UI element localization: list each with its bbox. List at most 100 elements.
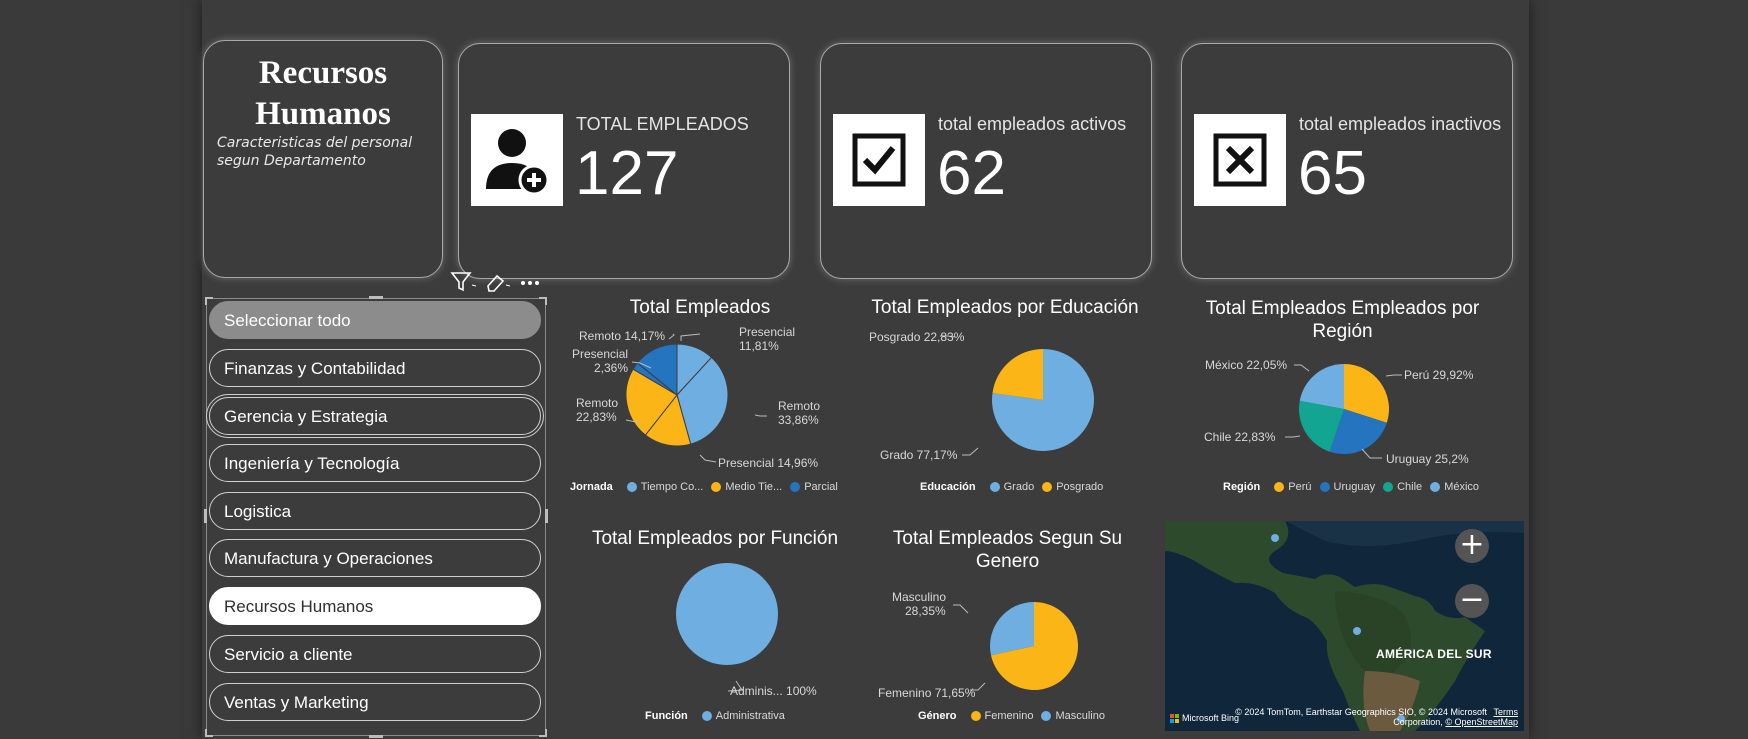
chart-title: Total Empleados por Función <box>591 528 839 549</box>
region-map[interactable]: + − AMÉRICA DEL SUR Microsoft Bing © 202… <box>1165 521 1524 731</box>
pie-slices <box>990 602 1078 690</box>
resize-handle[interactable] <box>205 735 213 737</box>
legend-swatch <box>970 711 981 721</box>
resize-handle[interactable] <box>545 729 547 737</box>
kpi-card-active: total empleados activos 62 <box>820 43 1152 279</box>
pie-slice[interactable] <box>625 368 678 436</box>
kpi-card-total: TOTAL EMPLEADOS 127 <box>458 43 790 279</box>
kpi-value: 65 <box>1298 139 1367 208</box>
slicer-item-logistica[interactable]: Logistica <box>209 492 541 530</box>
data-label: Presencial 14,96% <box>718 456 818 470</box>
pie-slice[interactable] <box>1344 364 1389 423</box>
resize-handle[interactable] <box>369 735 383 738</box>
legend-entry[interactable]: Administrativa <box>715 710 785 722</box>
department-slicer[interactable]: Seleccionar todo Finanzas y Contabilidad… <box>204 296 548 738</box>
map-point[interactable] <box>1397 715 1405 723</box>
zoom-in-button[interactable]: + <box>1455 529 1489 563</box>
legend-entry[interactable]: Medio Tie... <box>725 481 783 493</box>
slicer-item-manufactura[interactable]: Manufactura y Operaciones <box>209 539 541 577</box>
legend-entry[interactable]: Grado <box>1003 481 1035 493</box>
chart-title: Total Empleados por Educación <box>871 297 1139 318</box>
map-credit: © 2024 TomTom, Earthstar Geographics SIO… <box>1218 707 1518 727</box>
pie-chart-region[interactable]: Perú 29,92% Uruguay 25,2% Chile 22,83% M… <box>1190 345 1495 476</box>
pie-slice[interactable] <box>990 602 1078 690</box>
brand-text: Microsoft Bing <box>1182 713 1240 723</box>
slicer-item-finanzas[interactable]: Finanzas y Contabilidad <box>209 349 541 387</box>
credit-text: © 2024 TomTom, Earthstar Geographics SIO… <box>1235 707 1487 717</box>
pie-chart-jornada[interactable]: Presencial 11,81% Remoto 33,86% Presenci… <box>560 318 840 476</box>
chart-title: Total Empleados <box>629 297 771 318</box>
pie-slice[interactable] <box>1329 409 1387 454</box>
pie-slice[interactable] <box>676 356 729 445</box>
pie-slice[interactable] <box>990 602 1034 656</box>
slicer-item-recursos-humanos[interactable]: Recursos Humanos <box>209 587 541 625</box>
legend-swatch <box>1430 482 1441 492</box>
resize-handle[interactable] <box>369 296 383 299</box>
resize-handle[interactable] <box>545 297 547 305</box>
bing-logo: Microsoft Bing <box>1170 713 1239 723</box>
pie-slices <box>1299 364 1389 454</box>
slicer-item-gerencia[interactable]: Gerencia y Estrategia <box>206 394 544 438</box>
pie-chart-educacion[interactable]: Posgrado 22,83% Grado 77,17% <box>860 318 1150 476</box>
data-label: Chile 22,83% <box>1204 430 1276 444</box>
legend-entry[interactable]: Parcial <box>804 481 838 493</box>
legend-entry[interactable]: Posgrado <box>1056 481 1104 493</box>
legend-jornada: Jornada Tiempo Co... Medio Tie... Parcia… <box>570 481 838 493</box>
legend-entry[interactable]: México <box>1444 481 1480 493</box>
legend-swatch <box>1041 711 1052 721</box>
pie-slice[interactable] <box>1299 364 1344 409</box>
data-label: 28,35% <box>905 604 946 618</box>
microsoft-icon <box>1170 713 1179 723</box>
data-label: 33,86% <box>778 413 819 427</box>
credit-text: Corporation, <box>1393 717 1443 727</box>
legend-entry[interactable]: Masculino <box>1055 710 1105 722</box>
more-options-icon[interactable] <box>521 281 539 285</box>
map-point[interactable] <box>1353 627 1361 635</box>
pie-slice[interactable] <box>644 393 692 447</box>
terms-link[interactable]: Terms <box>1493 707 1519 717</box>
page-subtitle: Caracteristicas del personal segun Depar… <box>217 135 413 169</box>
data-label: Presencial <box>739 325 795 339</box>
legend-entry[interactable]: Chile <box>1397 481 1423 493</box>
slicer-item-select-all[interactable]: Seleccionar todo <box>209 301 541 339</box>
resize-handle[interactable] <box>539 735 547 737</box>
pie-chart-funcion[interactable]: Adminis... 100% <box>570 550 860 700</box>
osm-link[interactable]: © OpenStreetMap <box>1445 717 1518 727</box>
map-point[interactable] <box>1271 534 1279 542</box>
legend-swatch <box>1383 482 1394 492</box>
resize-handle[interactable] <box>204 509 207 523</box>
resize-handle[interactable] <box>205 297 213 299</box>
pie-slice[interactable] <box>992 349 1043 400</box>
data-label: Masculino <box>892 590 946 604</box>
legend-genero: Género Femenino Masculino <box>918 710 1105 722</box>
kpi-card-inactive: total empleados inactivos 65 <box>1181 43 1513 279</box>
resize-handle[interactable] <box>205 297 207 305</box>
slicer-item-ingenieria[interactable]: Ingeniería y Tecnología <box>209 444 541 482</box>
legend-entry[interactable]: Tiempo Co... <box>640 481 704 493</box>
title-line-1: Recursos <box>258 55 388 91</box>
legend-title: Jornada <box>570 481 613 493</box>
pie-slice[interactable] <box>676 563 778 665</box>
data-label: 2,36% <box>594 361 628 375</box>
data-label: Perú 29,92% <box>1404 368 1474 382</box>
legend-entry[interactable]: Perú <box>1288 481 1312 493</box>
page-title: Recursos Humanos <box>204 53 442 135</box>
eraser-icon[interactable] <box>487 274 511 292</box>
kpi-label: total empleados inactivos <box>1299 114 1502 134</box>
pie-slice[interactable] <box>1299 400 1344 452</box>
filter-icon[interactable] <box>450 272 477 292</box>
legend-entry[interactable]: Uruguay <box>1333 481 1376 493</box>
legend-swatch <box>1042 482 1053 492</box>
zoom-out-button[interactable]: − <box>1455 584 1489 618</box>
legend-region: Región Perú Uruguay Chile México <box>1223 481 1479 493</box>
legend-swatch <box>711 482 722 492</box>
data-label: Posgrado 22,83% <box>869 330 965 344</box>
data-label: Femenino 71,65% <box>878 686 976 700</box>
resize-handle[interactable] <box>205 729 207 737</box>
pie-chart-genero[interactable]: Masculino 28,35% Femenino 71,65% <box>870 575 1145 705</box>
slicer-item-ventas[interactable]: Ventas y Marketing <box>209 683 541 721</box>
resize-handle[interactable] <box>545 509 548 523</box>
legend-entry[interactable]: Femenino <box>984 710 1034 722</box>
resize-handle[interactable] <box>539 297 547 299</box>
slicer-item-servicio[interactable]: Servicio a cliente <box>209 635 541 673</box>
